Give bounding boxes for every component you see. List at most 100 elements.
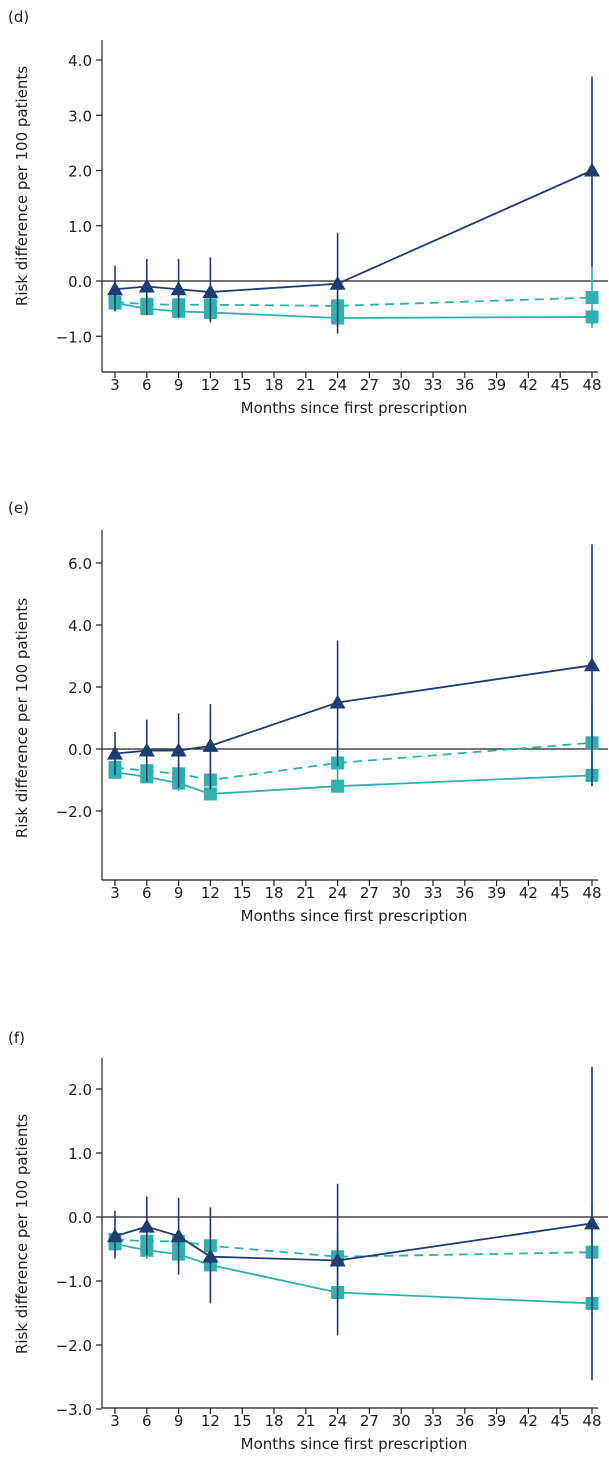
x-tick-label: 12 bbox=[201, 1412, 220, 1430]
x-tick-label: 39 bbox=[487, 376, 506, 394]
x-tick-label: 18 bbox=[264, 884, 283, 902]
y-axis-title: Risk difference per 100 patients bbox=[13, 598, 31, 838]
y-tick-label: 0.0 bbox=[68, 273, 92, 291]
x-tick-label: 9 bbox=[174, 884, 184, 902]
x-tick-label: 42 bbox=[519, 376, 538, 394]
x-tick-label: 36 bbox=[455, 884, 474, 902]
x-tick-label: 9 bbox=[174, 376, 184, 394]
x-tick-label: 24 bbox=[328, 376, 347, 394]
x-tick-label: 33 bbox=[423, 376, 442, 394]
data-point-triangle bbox=[584, 162, 600, 177]
data-point-triangle bbox=[202, 284, 219, 299]
data-point-square bbox=[585, 291, 599, 305]
panel-label: (e) bbox=[8, 499, 29, 517]
x-tick-label: 21 bbox=[296, 376, 315, 394]
data-point-triangle bbox=[202, 1248, 219, 1263]
x-tick-label: 12 bbox=[201, 376, 220, 394]
x-tick-label: 48 bbox=[582, 376, 601, 394]
x-tick-label: 3 bbox=[110, 1412, 120, 1430]
y-tick-label: 4.0 bbox=[68, 52, 92, 70]
data-point-triangle bbox=[584, 657, 600, 672]
y-tick-label: 2.0 bbox=[68, 163, 92, 181]
series-line bbox=[114, 771, 593, 795]
x-tick-label: 27 bbox=[360, 884, 379, 902]
chart-panel-d: (d)−1.00.01.02.03.04.03 6 9 12 15 18 21 24 27 30 3… bbox=[8, 8, 608, 417]
x-tick-label: 21 bbox=[296, 1412, 315, 1430]
x-tick-label: 36 bbox=[455, 1412, 474, 1430]
x-tick-label: 30 bbox=[392, 1412, 411, 1430]
x-tick-label: 6 bbox=[142, 1412, 152, 1430]
x-tick-label: 15 bbox=[233, 884, 252, 902]
chart-panel-f: (f)−3.0−2.0−1.00.01.02.03 6 9 12 15 18 21 24 27 3… bbox=[8, 1029, 608, 1453]
data-point-triangle bbox=[138, 278, 155, 293]
data-point-triangle bbox=[170, 281, 187, 296]
x-tick-label: 48 bbox=[582, 1412, 601, 1430]
series-line bbox=[114, 1238, 593, 1258]
data-point-triangle bbox=[584, 1215, 600, 1230]
y-axis-title: Risk difference per 100 patients bbox=[13, 1114, 31, 1354]
x-tick-label: 24 bbox=[328, 1412, 347, 1430]
series-line bbox=[114, 169, 593, 293]
x-tick-label: 30 bbox=[392, 376, 411, 394]
x-tick-label: 27 bbox=[360, 376, 379, 394]
data-point-triangle bbox=[138, 1218, 155, 1233]
y-tick-label: −1.0 bbox=[56, 1273, 92, 1291]
y-tick-label: 6.0 bbox=[68, 555, 92, 573]
y-tick-label: 0.0 bbox=[68, 1209, 92, 1227]
x-tick-label: 18 bbox=[264, 1412, 283, 1430]
x-tick-label: 45 bbox=[551, 884, 570, 902]
data-point-triangle bbox=[107, 281, 123, 296]
x-tick-label: 45 bbox=[551, 1412, 570, 1430]
data-point-triangle bbox=[170, 742, 187, 757]
y-tick-label: −3.0 bbox=[56, 1401, 92, 1419]
series-line bbox=[114, 664, 593, 755]
x-tick-label: 18 bbox=[264, 376, 283, 394]
x-tick-label: 24 bbox=[328, 884, 347, 902]
x-tick-label: 12 bbox=[201, 884, 220, 902]
data-point-triangle bbox=[202, 737, 219, 752]
data-point-square bbox=[331, 779, 345, 793]
x-tick-label: 33 bbox=[423, 884, 442, 902]
panel-label: (f) bbox=[8, 1029, 25, 1047]
y-tick-label: −2.0 bbox=[56, 803, 92, 821]
x-tick-label: 3 bbox=[110, 376, 120, 394]
data-point-triangle bbox=[138, 742, 155, 757]
y-tick-label: 2.0 bbox=[68, 679, 92, 697]
x-axis-title: Months since first prescription bbox=[241, 907, 468, 925]
series-line bbox=[114, 1222, 593, 1262]
x-tick-label: 39 bbox=[487, 1412, 506, 1430]
x-tick-label: 48 bbox=[582, 884, 601, 902]
data-point-triangle bbox=[170, 1228, 187, 1243]
y-axis-title: Risk difference per 100 patients bbox=[13, 66, 31, 306]
series-line bbox=[114, 302, 593, 319]
chart-panel-e: (e)−2.00.02.04.06.03 6 9 12 15 18 21 24 27 30 33 36… bbox=[8, 499, 608, 925]
data-point-triangle bbox=[329, 275, 346, 290]
x-tick-label: 9 bbox=[174, 1412, 184, 1430]
x-tick-label: 42 bbox=[519, 884, 538, 902]
data-point-square bbox=[203, 787, 217, 801]
x-tick-label: 36 bbox=[455, 376, 474, 394]
data-point-triangle bbox=[107, 1228, 123, 1243]
x-tick-label: 15 bbox=[233, 1412, 252, 1430]
x-tick-label: 42 bbox=[519, 1412, 538, 1430]
series-navy-triangle-solid bbox=[107, 1066, 600, 1381]
panel-label: (d) bbox=[8, 8, 29, 26]
x-tick-label: 15 bbox=[233, 376, 252, 394]
y-tick-label: −2.0 bbox=[56, 1337, 92, 1355]
x-tick-label: 45 bbox=[551, 376, 570, 394]
x-axis-title: Months since first prescription bbox=[241, 1435, 468, 1453]
y-tick-label: 2.0 bbox=[68, 1081, 92, 1099]
series-navy-triangle-solid bbox=[107, 544, 600, 790]
x-tick-label: 6 bbox=[142, 376, 152, 394]
x-tick-label: 21 bbox=[296, 884, 315, 902]
y-tick-label: 1.0 bbox=[68, 218, 92, 236]
y-tick-label: 3.0 bbox=[68, 107, 92, 125]
y-tick-label: 0.0 bbox=[68, 741, 92, 759]
x-tick-label: 39 bbox=[487, 884, 506, 902]
y-tick-label: −1.0 bbox=[56, 328, 92, 346]
x-tick-label: 27 bbox=[360, 1412, 379, 1430]
series-teal-square-solid bbox=[108, 1236, 599, 1317]
y-tick-label: 4.0 bbox=[68, 617, 92, 635]
x-tick-label: 3 bbox=[110, 884, 120, 902]
